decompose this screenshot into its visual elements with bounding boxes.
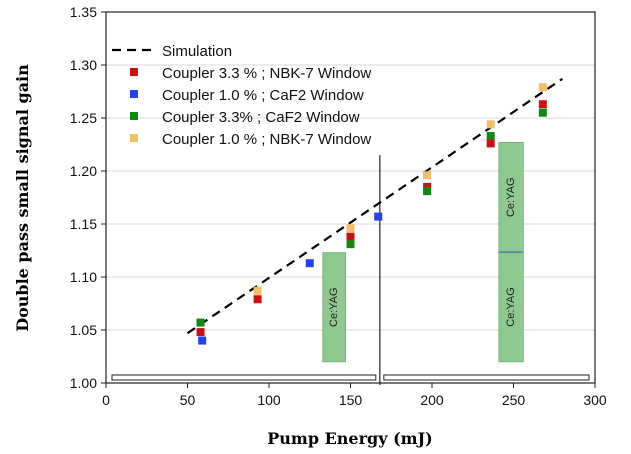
series-coupler-3-3-nbk-7-window — [196, 100, 547, 337]
legend: Simulation Coupler 3.3 % ; NBK-7 Window Co… — [112, 43, 371, 148]
series-coupler-1-0-caf2-window — [198, 212, 383, 345]
data-point — [423, 171, 432, 180]
series-coupler-3-3-caf2-window — [196, 108, 547, 327]
gridlines — [106, 64, 595, 331]
baseline-band-right — [383, 374, 590, 381]
axes: 0 50 100 150 200 250 300 1.00 1.05 1.10 1.15 1.20 1.… — [70, 4, 607, 408]
y-tick-label: 1.00 — [70, 375, 97, 391]
data-point — [196, 328, 205, 337]
data-point — [538, 83, 547, 92]
y-tick-label: 1.25 — [70, 110, 97, 126]
y-tick-label: 1.10 — [70, 269, 97, 285]
data-point — [486, 120, 495, 129]
data-point — [423, 182, 432, 191]
data-point — [346, 232, 355, 241]
data-point — [423, 187, 432, 196]
data-point — [253, 295, 262, 304]
x-tick-label: 0 — [102, 392, 110, 408]
legend-swatch-coupler-1-0-caf2-window — [130, 90, 138, 98]
data-point — [538, 100, 547, 109]
legend-swatch-coupler-1-0-nbk-7-window — [130, 134, 138, 142]
legend-label-simulation: Simulation — [162, 43, 232, 60]
y-axis-title: Double pass small signal gain — [13, 64, 32, 332]
data-point — [346, 240, 355, 249]
x-tick-label: 300 — [583, 392, 607, 408]
x-tick-label: 50 — [180, 392, 196, 408]
x-tick-label: 200 — [420, 392, 444, 408]
data-point — [486, 139, 495, 148]
legend-label-coupler-3-3-nbk-7-window: Coupler 3.3 % ; NBK-7 Window — [162, 65, 371, 82]
legend-label-coupler-1-0-nbk-7-window: Coupler 1.0 % ; NBK-7 Window — [162, 131, 371, 148]
legend-label-coupler-1-0-caf2-window: Coupler 1.0 % ; CaF2 Window — [162, 87, 364, 104]
crystal-box-1 — [322, 252, 347, 363]
y-tick-label: 1.05 — [70, 322, 97, 338]
annotations: Ce:YAG Ce:YAG Ce:YAG — [111, 141, 590, 385]
legend-label-coupler-3-3-caf2-window: Coupler 3.3% ; CaF2 Window — [162, 109, 360, 126]
y-tick-label: 1.15 — [70, 216, 97, 232]
legend-swatch-coupler-3-3-caf2-window — [130, 112, 138, 120]
data-point — [346, 224, 355, 233]
series-coupler-1-0-nbk-7-window — [253, 83, 547, 295]
crystal-label: Ce:YAG — [505, 177, 517, 217]
data-point — [253, 286, 262, 295]
data-point — [538, 108, 547, 117]
simulation-layer — [186, 77, 564, 335]
data-point — [196, 318, 205, 327]
data-point — [305, 259, 314, 268]
data-point — [486, 132, 495, 141]
y-tick-label: 1.30 — [70, 57, 97, 73]
y-tick-label: 1.35 — [70, 4, 97, 20]
y-tick-label: 1.20 — [70, 163, 97, 179]
data-points — [196, 83, 547, 345]
crystal-label: Ce:YAG — [328, 287, 340, 327]
legend-swatch-coupler-3-3-nbk-7-window — [130, 68, 138, 76]
x-axis-title: Pump Energy (mJ) — [267, 429, 432, 448]
crystal-label: Ce:YAG — [505, 287, 517, 327]
x-tick-label: 150 — [339, 392, 363, 408]
x-tick-label: 100 — [257, 392, 281, 408]
baseline-band-left — [111, 374, 377, 381]
data-point — [198, 336, 207, 345]
simulation-line — [186, 77, 564, 335]
data-point — [374, 212, 383, 221]
x-tick-label: 250 — [502, 392, 526, 408]
